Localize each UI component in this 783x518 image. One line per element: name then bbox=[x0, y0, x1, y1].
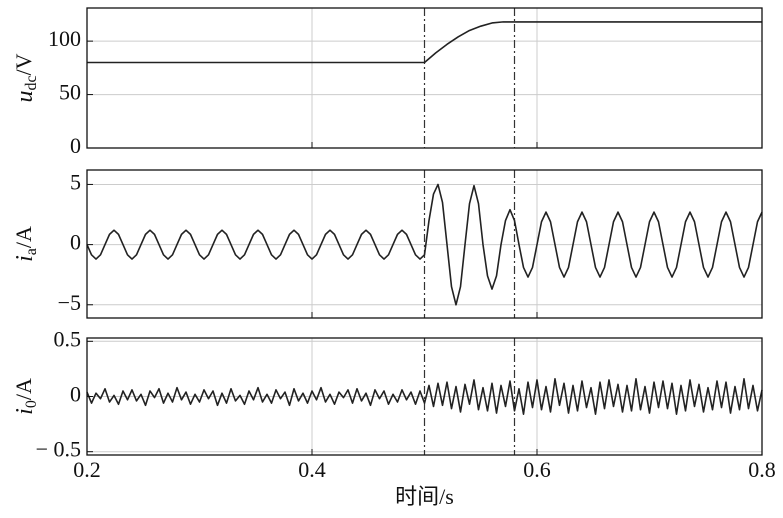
y-axis-label: i0/A bbox=[11, 378, 40, 415]
y-label-symbol: i bbox=[12, 255, 38, 262]
y-label-subscript: dc bbox=[23, 75, 40, 90]
y-label-unit: /A bbox=[11, 378, 36, 400]
x-tick-label: 0.6 bbox=[523, 457, 551, 482]
y-tick-label: 0 bbox=[70, 230, 81, 255]
x-axis-label: 时间/s bbox=[395, 484, 454, 509]
plot-frame bbox=[86, 7, 763, 149]
y-label-unit: /A bbox=[11, 226, 36, 248]
x-tick-label: 0.2 bbox=[73, 457, 101, 482]
y-tick-label: 5 bbox=[70, 169, 81, 194]
y-axis-label: udc/V bbox=[11, 53, 40, 102]
y-label-subscript: a bbox=[23, 248, 40, 255]
y-tick-label: 50 bbox=[59, 80, 81, 105]
y-tick-label: − 0.5 bbox=[36, 437, 81, 462]
plot-frame bbox=[86, 169, 763, 319]
x-tick-label: 0.8 bbox=[748, 457, 776, 482]
y-label-subscript: 0 bbox=[23, 400, 40, 408]
y-axis-label: ia/A bbox=[11, 226, 40, 262]
data-line bbox=[86, 378, 763, 415]
y-tick-label: 100 bbox=[48, 26, 81, 51]
y-label-symbol: i bbox=[12, 408, 38, 415]
y-tick-label: 0 bbox=[70, 382, 81, 407]
y-label-symbol: u bbox=[12, 91, 38, 103]
y-tick-label: −5 bbox=[58, 290, 81, 315]
data-line bbox=[86, 183, 763, 306]
data-line bbox=[87, 21, 762, 64]
x-tick-label: 0.4 bbox=[298, 457, 326, 482]
y-label-unit: /V bbox=[11, 53, 36, 75]
y-tick-label: 0 bbox=[70, 133, 81, 158]
y-tick-label: 0.5 bbox=[54, 326, 82, 351]
